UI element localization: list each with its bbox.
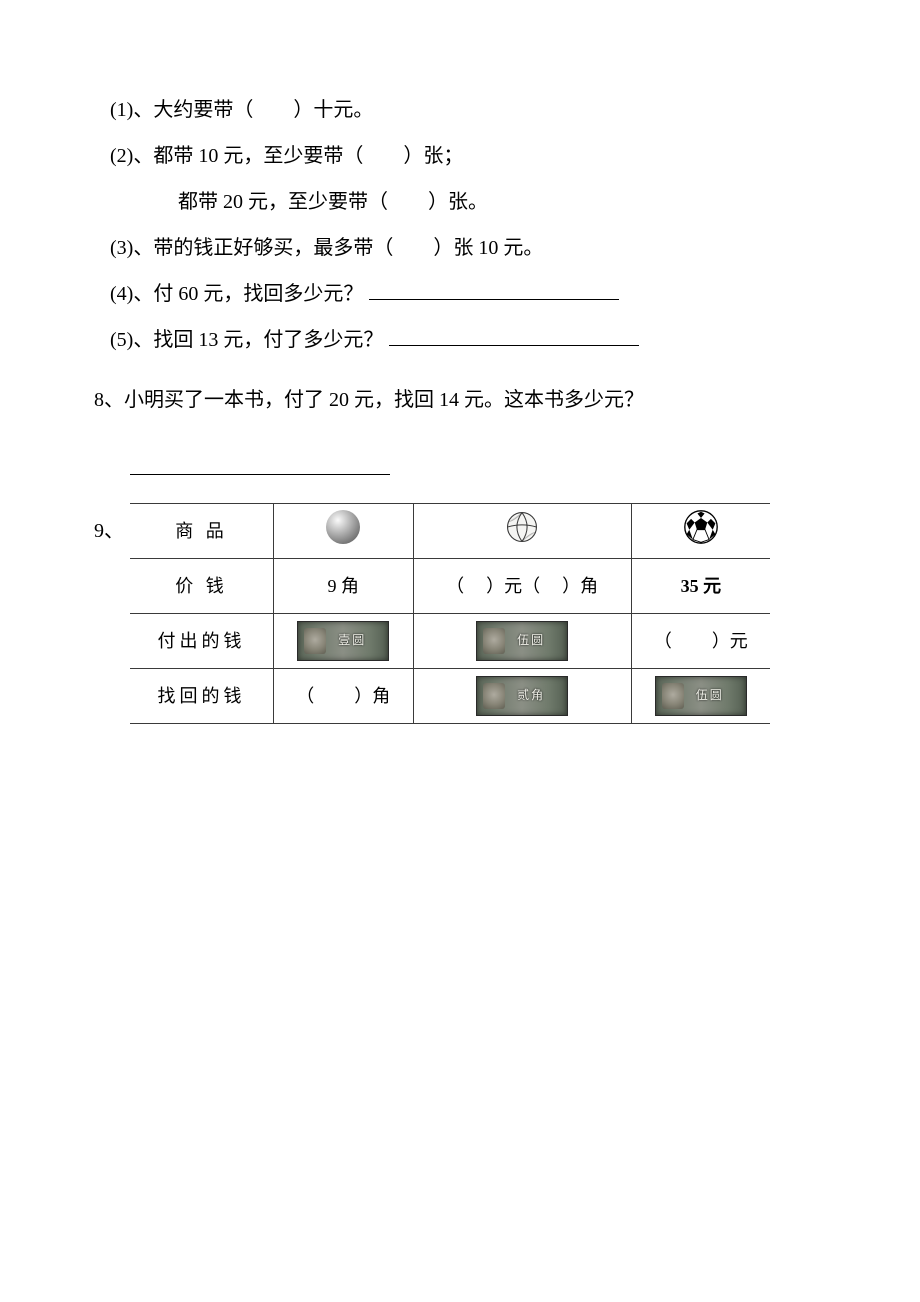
q8-answer-wrap (90, 430, 830, 485)
q2-blank1[interactable] (363, 145, 403, 167)
q1-text-b: ）十元。 (293, 99, 373, 121)
chg1b: ）角 (354, 682, 390, 711)
row-header-price: 价 钱 (130, 559, 274, 614)
q3-blank[interactable] (393, 237, 433, 259)
price-1: 9 角 (274, 559, 414, 614)
p2c: ）角 (562, 572, 598, 601)
q2-blank2[interactable] (388, 191, 428, 213)
change-2: 贰角 (413, 669, 631, 724)
q2-l1b: ）张； (403, 145, 463, 167)
q5-num: (5)、 (110, 329, 153, 351)
row-header-product: 商 品 (130, 504, 274, 559)
chg1a: （ (296, 682, 314, 711)
q1-num: (1)、 (110, 99, 153, 121)
table-row-price: 价 钱 9 角 （ ）元（ ）角 35 元 (130, 559, 770, 614)
q8-num: 8、 (94, 389, 124, 411)
chg-note2-label: 贰角 (517, 686, 545, 705)
q3-b: ）张 10 元。 (433, 237, 543, 259)
chg-note3-label: 伍圆 (696, 686, 724, 705)
solid-ball-icon (326, 510, 360, 544)
p3-val: 35 (681, 576, 699, 596)
question-5: (5)、找回 13 元，付了多少元？ (90, 324, 830, 356)
paid3a: （ (654, 627, 672, 656)
q5-t: 找回 13 元，付了多少元？ (153, 329, 383, 351)
paid-2: 伍圆 (413, 614, 631, 669)
product-ball-beach (413, 504, 631, 559)
row-header-change: 找回的钱 (130, 669, 274, 724)
price-2: （ ）元（ ）角 (413, 559, 631, 614)
product-ball-solid (274, 504, 414, 559)
p2a: （ (446, 572, 464, 601)
banknote-1yuan-icon: 壹圆 (297, 621, 389, 661)
question-2-line1: (2)、都带 10 元，至少要带（ ）张； (90, 140, 830, 172)
product-ball-soccer (631, 504, 770, 559)
p2-blank1[interactable] (466, 572, 484, 601)
q2-l2a: 都带 20 元，至少要带（ (178, 191, 388, 213)
change-1: （ ）角 (274, 669, 414, 724)
p2b: ）元（ (486, 572, 540, 601)
question-4: (4)、付 60 元，找回多少元？ (90, 278, 830, 310)
q4-num: (4)、 (110, 283, 153, 305)
q3-a: 带的钱正好够买，最多带（ (153, 237, 393, 259)
question-8: 8、小明买了一本书，付了 20 元，找回 14 元。这本书多少元？ (90, 384, 830, 416)
note2-label: 伍圆 (517, 631, 545, 650)
question-2-line2: 都带 20 元，至少要带（ ）张。 (90, 186, 830, 218)
q1-blank[interactable] (253, 99, 293, 121)
paid3-blank[interactable] (674, 627, 710, 656)
chg1-blank[interactable] (316, 682, 352, 711)
q8-t: 小明买了一本书，付了 20 元，找回 14 元。这本书多少元？ (124, 389, 644, 411)
change-3: 伍圆 (631, 669, 770, 724)
q2-l2b: ）张。 (428, 191, 488, 213)
q9-table: 商 品 (130, 503, 770, 724)
banknote-5yuan-b-icon: 伍圆 (655, 676, 747, 716)
q5-answer-line[interactable] (389, 325, 639, 346)
table-row-change: 找回的钱 （ ）角 贰角 伍圆 (130, 669, 770, 724)
p2-blank2[interactable] (542, 572, 560, 601)
question-3: (3)、带的钱正好够买，最多带（ ）张 10 元。 (90, 232, 830, 264)
soccer-ball-icon (683, 509, 719, 545)
q9-num: 9、 (94, 503, 130, 547)
beach-ball-icon (505, 510, 539, 544)
banknote-5yuan-icon: 伍圆 (476, 621, 568, 661)
table-row-paid: 付出的钱 壹圆 伍圆 （ ）元 (130, 614, 770, 669)
q4-answer-line[interactable] (369, 279, 619, 300)
paid-3: （ ）元 (631, 614, 770, 669)
note1-label: 壹圆 (338, 631, 366, 650)
row-header-paid: 付出的钱 (130, 614, 274, 669)
paid3b: ）元 (712, 627, 748, 656)
paid-1: 壹圆 (274, 614, 414, 669)
question-9: 9、 商 品 (90, 503, 830, 724)
q2-l1a: 都带 10 元，至少要带（ (153, 145, 363, 167)
q1-text-a: 大约要带（ (153, 99, 253, 121)
question-1: (1)、大约要带（ ）十元。 (90, 94, 830, 126)
q4-t: 付 60 元，找回多少元？ (153, 283, 363, 305)
q8-answer-line[interactable] (130, 474, 390, 475)
p3-unit: 元 (699, 576, 722, 596)
q3-num: (3)、 (110, 237, 153, 259)
banknote-2jiao-icon: 贰角 (476, 676, 568, 716)
price-3: 35 元 (631, 559, 770, 614)
q2-num: (2)、 (110, 145, 153, 167)
table-row-header: 商 品 (130, 504, 770, 559)
